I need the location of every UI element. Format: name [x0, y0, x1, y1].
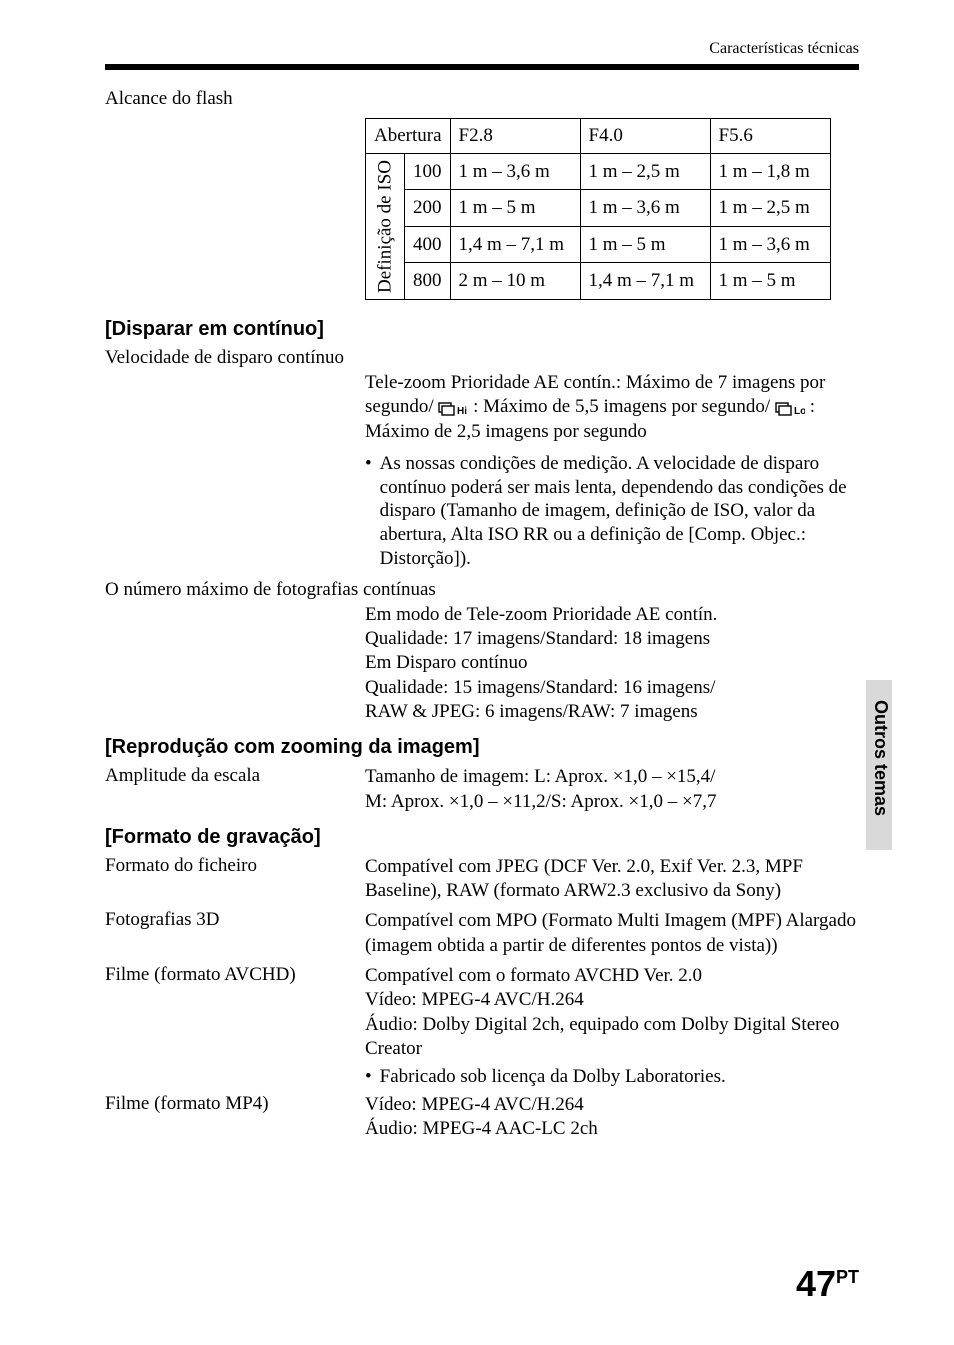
zoom-label: Amplitude da escala [105, 765, 365, 814]
format-heading: [Formato de gravação] [105, 826, 859, 849]
flash-range-label: Alcance do flash [105, 88, 859, 110]
range-cell: 1 m – 5 m [450, 190, 580, 226]
spec-row: O número máximo de fotografias contínuas [105, 579, 859, 601]
spec-row: Filme (formato AVCHD) Compatível com o f… [105, 964, 859, 1061]
header: Características técnicas [105, 40, 859, 58]
continuous-bullet: • As nossas condições de medição. A velo… [365, 452, 859, 571]
svg-text:Hi: Hi [457, 406, 467, 416]
aperture-col: F4.0 [580, 119, 710, 154]
bullet-dot-icon: • [365, 1065, 372, 1089]
mp4-value: Vídeo: MPEG-4 AVC/H.264 Áudio: MPEG-4 AA… [365, 1093, 859, 1142]
svg-text:Lo: Lo [794, 406, 805, 416]
range-cell: 1 m – 3,6 m [710, 226, 830, 262]
f3d-label: Fotografias 3D [105, 909, 365, 958]
continuous-max-value: Em modo de Tele-zoom Prioridade AE contí… [365, 603, 859, 725]
spec-row: Amplitude da escala Tamanho de imagem: L… [105, 765, 859, 814]
file-format-value: Compatível com JPEG (DCF Ver. 2.0, Exif … [365, 855, 859, 904]
range-cell: 1 m – 3,6 m [580, 190, 710, 226]
bullet-dot-icon: • [365, 452, 372, 571]
mp4-label: Filme (formato MP4) [105, 1093, 365, 1142]
zoom-value: Tamanho de imagem: L: Aprox. ×1,0 – ×15,… [365, 765, 859, 814]
iso-value: 400 [405, 226, 451, 262]
range-cell: 1 m – 5 m [710, 263, 830, 300]
side-tab-label: Outros temas [870, 700, 891, 840]
spec-row: Fotografias 3D Compatível com MPO (Forma… [105, 909, 859, 958]
continuous-speed-value: Tele-zoom Prioridade AE contín.: Máximo … [365, 371, 859, 444]
table-row: 400 1,4 m – 7,1 m 1 m – 5 m 1 m – 3,6 m [366, 226, 831, 262]
aperture-col: F5.6 [710, 119, 830, 154]
aperture-col: F2.8 [450, 119, 580, 154]
speed-text-part2: : Máximo de 5,5 imagens por segundo/ [473, 396, 770, 417]
continuous-max-label: O número máximo de fotografias contínuas [105, 579, 436, 601]
range-cell: 1 m – 5 m [580, 226, 710, 262]
range-cell: 1 m – 1,8 m [710, 154, 830, 190]
file-format-label: Formato do ficheiro [105, 855, 365, 904]
avchd-label: Filme (formato AVCHD) [105, 964, 365, 1061]
avchd-bullet: • Fabricado sob licença da Dolby Laborat… [365, 1065, 859, 1089]
continuous-lo-icon: Lo [775, 400, 805, 416]
table-row: Definição de ISO 100 1 m – 3,6 m 1 m – 2… [366, 154, 831, 190]
range-cell: 1 m – 2,5 m [580, 154, 710, 190]
flash-table: Abertura F2.8 F4.0 F5.6 Definição de ISO… [365, 118, 831, 300]
bullet-text: As nossas condições de medição. A veloci… [380, 452, 859, 571]
table-row: Abertura F2.8 F4.0 F5.6 [366, 119, 831, 154]
spec-row: Formato do ficheiro Compatível com JPEG … [105, 855, 859, 904]
page-number: 47 [796, 1263, 836, 1304]
aperture-header: Abertura [366, 119, 451, 154]
continuous-heading: [Disparar em contínuo] [105, 318, 859, 341]
header-rule [105, 64, 859, 70]
flash-table-wrap: Abertura F2.8 F4.0 F5.6 Definição de ISO… [365, 118, 859, 300]
iso-value: 100 [405, 154, 451, 190]
table-row: 800 2 m – 10 m 1,4 m – 7,1 m 1 m – 5 m [366, 263, 831, 300]
iso-value: 200 [405, 190, 451, 226]
continuous-hi-icon: Hi [438, 400, 468, 416]
range-cell: 1,4 m – 7,1 m [580, 263, 710, 300]
range-cell: 1 m – 3,6 m [450, 154, 580, 190]
f3d-value: Compatível com MPO (Formato Multi Imagem… [365, 909, 859, 958]
continuous-speed-label: Velocidade de disparo contínuo [105, 347, 365, 369]
range-cell: 1 m – 2,5 m [710, 190, 830, 226]
range-cell: 1,4 m – 7,1 m [450, 226, 580, 262]
table-row: 200 1 m – 5 m 1 m – 3,6 m 1 m – 2,5 m [366, 190, 831, 226]
iso-header: Definição de ISO [366, 154, 405, 300]
page-suffix: PT [836, 1267, 859, 1287]
page-footer: 47PT [796, 1263, 859, 1305]
bullet-text: Fabricado sob licença da Dolby Laborator… [380, 1065, 726, 1089]
range-cell: 2 m – 10 m [450, 263, 580, 300]
spec-row: Velocidade de disparo contínuo [105, 347, 859, 369]
header-title: Características técnicas [709, 40, 859, 57]
spec-row: Filme (formato MP4) Vídeo: MPEG-4 AVC/H.… [105, 1093, 859, 1142]
zoom-heading: [Reprodução com zooming da imagem] [105, 736, 859, 759]
avchd-value: Compatível com o formato AVCHD Ver. 2.0 … [365, 964, 859, 1061]
iso-value: 800 [405, 263, 451, 300]
